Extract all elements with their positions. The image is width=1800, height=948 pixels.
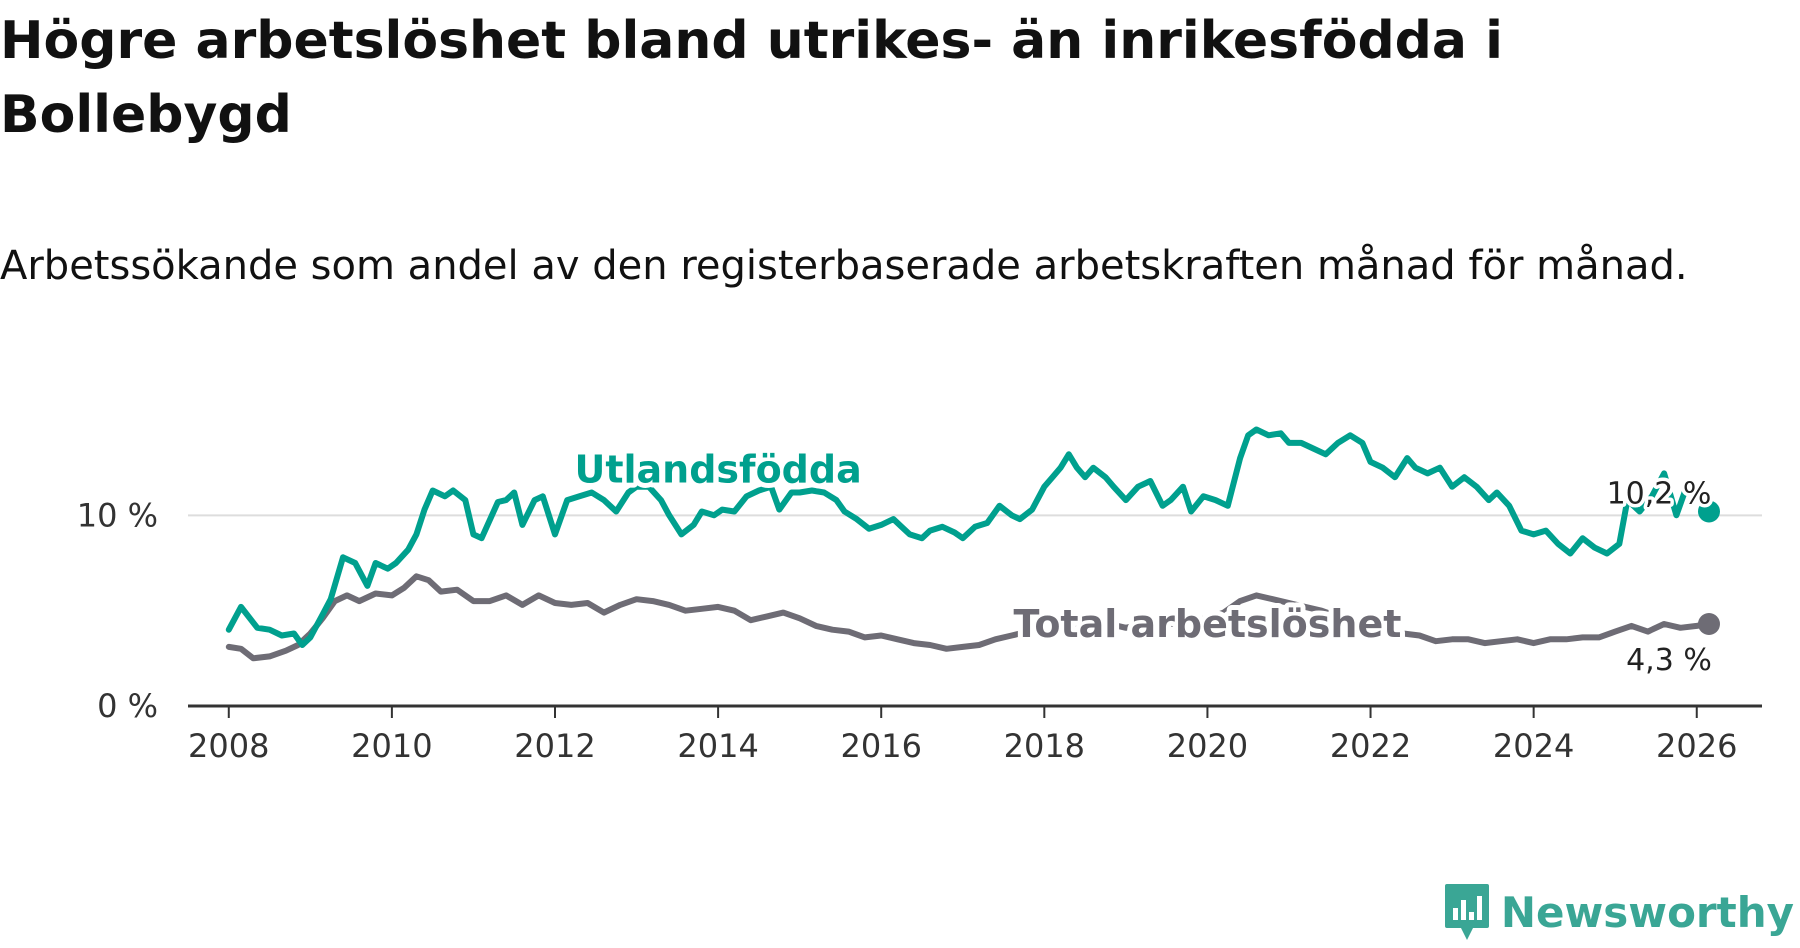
y-tick-label: 10 % — [77, 496, 158, 534]
x-tick-label: 2008 — [188, 727, 269, 765]
series-line — [225, 426, 1712, 648]
x-tick-label: 2026 — [1656, 727, 1737, 765]
x-tick-label: 2020 — [1167, 727, 1248, 765]
chart-subtitle: Arbetssökande som andel av den registerb… — [0, 243, 1688, 289]
x-tick-label: 2018 — [1004, 727, 1085, 765]
series-end-value-label: 4,3 % — [1626, 643, 1712, 678]
x-tick-label: 2024 — [1493, 727, 1574, 765]
newsworthy-logo[interactable]: Newsworthy — [1443, 882, 1794, 942]
series-labels: Utlandsfödda Total arbetslöshet 10,2 % 4,3 … — [569, 443, 1715, 682]
grid-lines: 0 % 10 % — [77, 496, 1762, 725]
series-line — [225, 573, 1712, 662]
x-tick-label: 2016 — [840, 727, 921, 765]
x-axis: 2008 2010 2012 2014 2016 2018 2020 2022 2024 2026 — [188, 704, 1762, 765]
x-tick-label: 2014 — [677, 727, 758, 765]
series-name-label: Total arbetslöshet — [1013, 602, 1401, 646]
series-name-label: Utlandsfödda — [574, 448, 861, 492]
newsworthy-logo-icon — [1444, 884, 1489, 940]
chart-title: Högre arbetslöshet bland utrikes- än inr… — [0, 11, 1503, 145]
x-tick-label: 2022 — [1330, 727, 1411, 765]
brand-name: Newsworthy — [1500, 887, 1794, 937]
x-tick-label: 2012 — [514, 727, 595, 765]
y-tick-label: 0 % — [97, 687, 158, 725]
series-lines — [225, 426, 1720, 662]
x-tick-label: 2010 — [351, 727, 432, 765]
series-end-point — [1697, 500, 1720, 523]
series-end-point — [1697, 613, 1720, 636]
series-end-value-label: 10,2 % — [1607, 477, 1712, 512]
